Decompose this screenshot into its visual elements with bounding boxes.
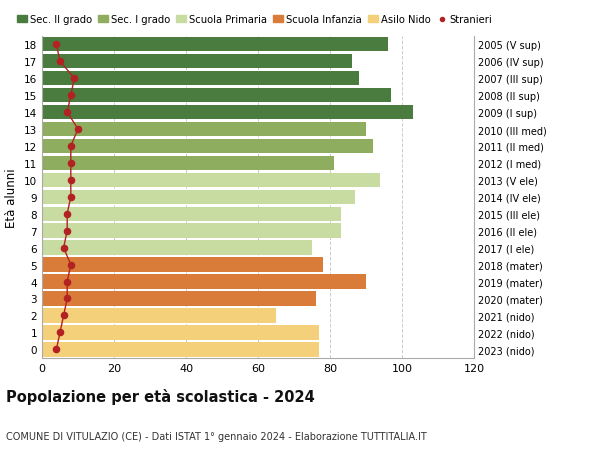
Bar (42, 258, 323, 272)
Point (59, 245, 68, 252)
Point (66, 160, 76, 167)
Bar (42, 308, 276, 323)
Y-axis label: Età alunni: Età alunni (5, 168, 19, 227)
Point (62, 295, 72, 302)
Point (52, 346, 61, 353)
Bar (42, 224, 341, 238)
Text: Popolazione per età scolastica - 2024: Popolazione per età scolastica - 2024 (6, 388, 315, 404)
Bar (42, 207, 341, 221)
Text: COMUNE DI VITULAZIO (CE) - Dati ISTAT 1° gennaio 2024 - Elaborazione TUTTITALIA.: COMUNE DI VITULAZIO (CE) - Dati ISTAT 1°… (6, 431, 427, 441)
Bar (42, 72, 359, 86)
Point (66, 261, 76, 269)
Point (73, 126, 83, 134)
Bar (42, 275, 366, 289)
Point (62, 228, 72, 235)
Bar (42, 38, 388, 52)
Bar (42, 342, 319, 357)
Bar (42, 325, 319, 340)
Bar (42, 190, 355, 205)
Point (70, 75, 79, 83)
Point (55, 58, 65, 66)
Point (62, 109, 72, 117)
Point (59, 312, 68, 319)
Legend: Sec. II grado, Sec. I grado, Scuola Primaria, Scuola Infanzia, Asilo Nido, Stran: Sec. II grado, Sec. I grado, Scuola Prim… (17, 15, 493, 25)
Bar (42, 55, 352, 69)
Bar (42, 123, 366, 137)
Point (66, 143, 76, 150)
Point (62, 278, 72, 285)
Point (66, 194, 76, 201)
Point (66, 92, 76, 100)
Point (55, 329, 65, 336)
Bar (42, 173, 380, 188)
Bar (42, 106, 413, 120)
Bar (42, 140, 373, 154)
Point (52, 41, 61, 49)
Point (62, 211, 72, 218)
Bar (42, 291, 316, 306)
Bar (42, 89, 391, 103)
Bar (42, 241, 312, 255)
Point (66, 177, 76, 184)
Bar (42, 157, 334, 171)
